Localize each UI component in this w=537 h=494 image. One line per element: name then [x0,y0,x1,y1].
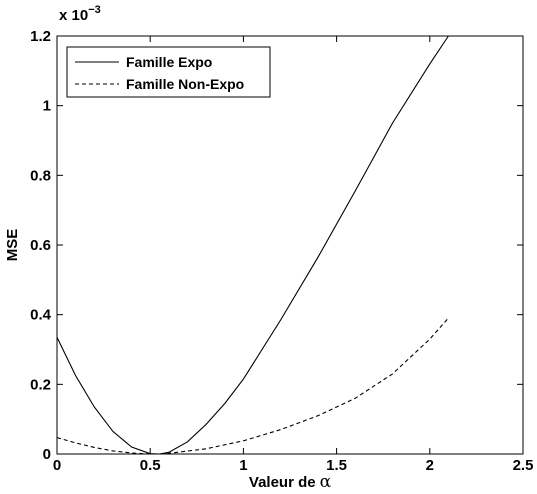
x-axis-label: Valeur de α [249,472,332,492]
y-tick-label: 0.4 [30,307,52,324]
x-axis-label-symbol: α [320,472,332,492]
y-tick-label: 0.8 [30,167,51,184]
y-axis-multiplier: x 10−3 [59,4,101,24]
x-axis-ticks: 0 0.5 1 1.5 2 2.5 [53,36,534,474]
series-line-famille-expo [56,35,449,455]
y-tick-label: 1.2 [30,28,51,45]
legend: Famille Expo Famille Non-Expo [66,46,271,98]
series-line-famille-non-expo [56,317,449,455]
x-axis-label-text: Valeur de [249,474,316,491]
y-axis-label: MSE [4,229,21,262]
legend-entry-famille-expo: Famille Expo [126,54,212,70]
y-axis-multiplier-base: x 10 [59,7,88,24]
y-tick-label: 0 [43,446,51,463]
x-tick-label: 0 [53,457,61,474]
x-tick-label: 0.5 [140,457,161,474]
y-axis-ticks: 0 0.2 0.4 0.6 0.8 1 1.2 [30,28,523,463]
y-axis-multiplier-exponent: −3 [88,4,101,16]
series-layer [56,35,449,455]
x-tick-label: 2 [426,457,434,474]
y-tick-label: 1 [43,98,51,115]
x-tick-label: 2.5 [513,457,534,474]
y-tick-label: 0.6 [30,237,51,254]
y-tick-label: 0.2 [30,376,51,393]
legend-entry-famille-non-expo: Famille Non-Expo [126,76,244,92]
legend-box [66,46,271,98]
x-tick-label: 1.5 [326,457,347,474]
x-tick-label: 1 [239,457,247,474]
